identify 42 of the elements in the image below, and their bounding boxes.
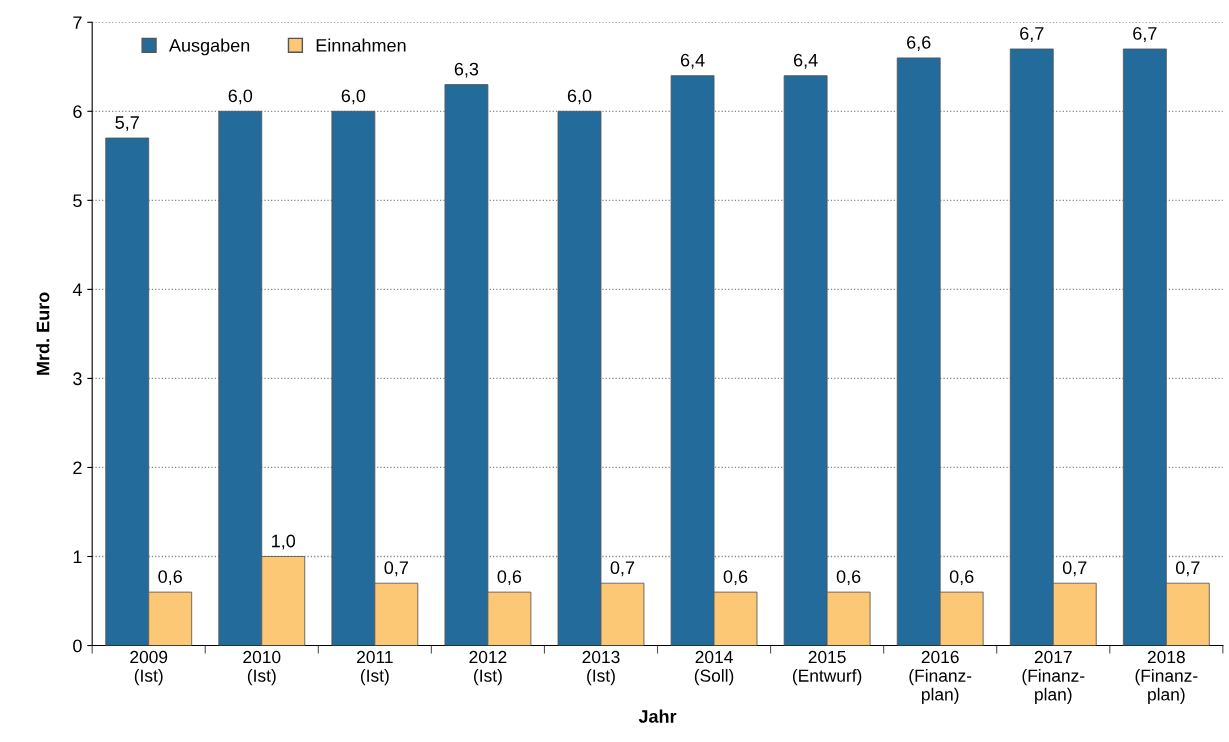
x-axis-title: Jahr <box>638 709 677 723</box>
y-tick-label: 7 <box>73 16 82 29</box>
x-tick-label: 2018 (Finanz- plan) <box>1135 650 1198 704</box>
y-tick-label: 5 <box>73 194 82 208</box>
data-label: 0,7 <box>384 561 408 577</box>
x-tick-label: 2017 (Finanz- plan) <box>1022 650 1085 704</box>
x-tick-label: 2009 (Ist) <box>130 650 168 686</box>
data-label: 0,7 <box>1062 561 1087 577</box>
x-tick-label: 2010 (Ist) <box>243 650 281 686</box>
x-tick-label: 2011 (Ist) <box>357 650 393 686</box>
y-tick-label: 2 <box>73 461 82 474</box>
y-tick-label: 3 <box>73 372 82 386</box>
data-label: 6,0 <box>341 89 366 105</box>
data-label: 1,0 <box>272 534 296 550</box>
data-label: 6,4 <box>794 53 818 69</box>
data-label: 0,6 <box>158 570 182 586</box>
data-label: 0,6 <box>949 570 974 586</box>
data-label: 6,4 <box>680 53 705 69</box>
data-label: 6,3 <box>454 62 479 78</box>
data-label: 6,0 <box>567 89 592 105</box>
legend-label: Ausgaben <box>168 38 250 56</box>
x-tick-label: 2016 (Finanz- plan) <box>909 650 972 704</box>
y-tick-label: 4 <box>72 283 82 296</box>
data-label: 6,7 <box>1133 27 1157 42</box>
data-label: 0,6 <box>497 570 522 586</box>
data-label: 0,6 <box>723 570 748 586</box>
x-tick-label: 2014 (Soll) <box>694 650 734 686</box>
y-axis-title: Mrd. Euro <box>36 292 50 375</box>
data-label: 6,0 <box>228 89 253 105</box>
data-label: 6,7 <box>1020 27 1044 42</box>
x-tick-label: 2013 (Ist) <box>582 650 620 686</box>
y-tick-label: 0 <box>73 639 82 653</box>
data-label: 0,7 <box>610 561 635 577</box>
x-tick-label: 2015 (Entwurf) <box>792 650 862 686</box>
y-tick-label: 6 <box>73 105 82 119</box>
legend-label: Einnahmen <box>316 38 406 52</box>
data-label: 6,6 <box>907 35 931 51</box>
x-tick-label: 2012 (Ist) <box>469 650 507 686</box>
data-label: 0,7 <box>1175 561 1200 577</box>
data-label: 5,7 <box>115 116 139 132</box>
y-tick-label: 1 <box>73 550 82 564</box>
data-label: 0,6 <box>836 570 861 586</box>
